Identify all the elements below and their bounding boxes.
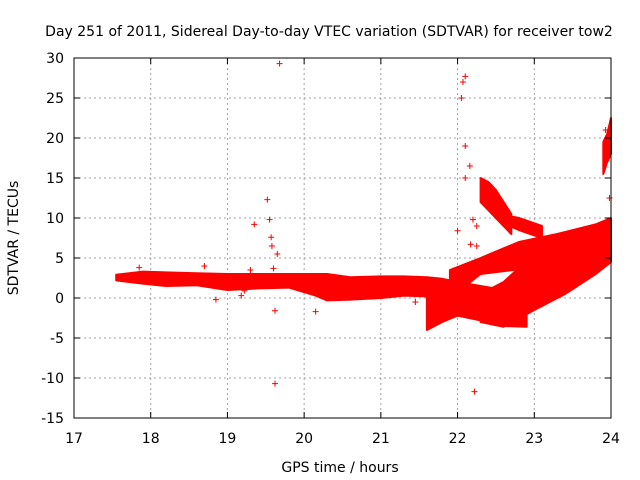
data-point <box>412 299 419 305</box>
data-point <box>604 143 611 149</box>
data-point <box>458 95 465 101</box>
plot-frame <box>73 57 612 419</box>
x-axis-label: GPS time / hours <box>281 460 398 476</box>
data-point <box>271 380 278 387</box>
data-point <box>268 234 275 241</box>
data-point <box>201 263 208 269</box>
data-point <box>462 175 469 181</box>
data-point <box>136 264 143 271</box>
y-tick-label: -5 <box>50 331 64 347</box>
grid-lines <box>74 58 611 418</box>
data-point <box>212 296 219 303</box>
y-tick-label: 20 <box>46 131 64 147</box>
y-tick-label: -10 <box>41 371 64 387</box>
data-band-main-band-1 <box>115 270 428 302</box>
data-point <box>271 307 278 314</box>
y-tick-label: 5 <box>55 251 64 267</box>
x-tick-label: 24 <box>602 431 620 447</box>
data-point <box>454 227 461 234</box>
data-point <box>264 196 271 203</box>
data-point <box>247 267 254 273</box>
data-point <box>467 241 474 248</box>
data-point <box>276 60 283 67</box>
data-point <box>241 287 248 294</box>
y-axis-label: SDTVAR / TECUs <box>6 181 22 296</box>
data-point <box>471 388 478 395</box>
data-point <box>462 73 469 80</box>
data-point <box>251 221 258 228</box>
data-point <box>459 79 466 85</box>
y-tick-label: 0 <box>55 291 64 307</box>
y-tick-label: 10 <box>46 211 64 227</box>
data-point <box>606 195 613 201</box>
data-point <box>268 243 275 249</box>
x-tick-label: 17 <box>65 431 83 447</box>
x-tick-label: 23 <box>525 431 543 447</box>
data-point <box>266 216 273 223</box>
data-point <box>312 308 319 315</box>
data-layer <box>115 60 613 395</box>
data-point <box>270 265 277 272</box>
axis-ticks: 17 18 19 20 21 22 23 24 -15 -10 -5 0 5 10 15 20 25 30 <box>41 51 620 447</box>
y-tick-label: 30 <box>46 51 64 67</box>
x-tick-label: 22 <box>449 431 467 447</box>
data-point <box>466 163 473 169</box>
data-point <box>602 127 609 133</box>
x-tick-label: 19 <box>219 431 237 447</box>
y-tick-label: -15 <box>41 411 64 427</box>
x-tick-label: 18 <box>142 431 160 447</box>
data-point <box>473 243 480 249</box>
x-tick-label: 21 <box>372 431 390 447</box>
data-point <box>462 143 469 149</box>
x-tick-label: 20 <box>295 431 313 447</box>
data-point <box>473 223 480 229</box>
data-band-bridge-band <box>498 213 543 239</box>
data-point <box>469 216 476 223</box>
y-tick-label: 15 <box>46 171 64 187</box>
data-point <box>238 292 245 299</box>
chart-title: Day 251 of 2011, Sidereal Day-to-day VTE… <box>45 24 613 40</box>
data-point <box>274 251 281 257</box>
y-tick-label: 25 <box>46 91 64 107</box>
